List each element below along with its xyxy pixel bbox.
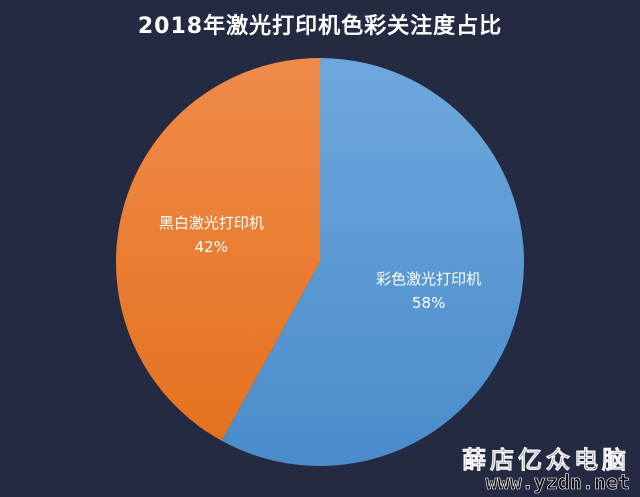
watermark-url: www.yzdn.net bbox=[485, 470, 630, 494]
slice-label-1: 彩色激光打印机 bbox=[376, 270, 481, 288]
slice-value-label-1: 58% bbox=[412, 294, 445, 312]
chart-title: 2018年激光打印机色彩关注度占比 bbox=[137, 14, 503, 39]
slice-label-2: 黑白激光打印机 bbox=[159, 214, 264, 232]
pie-slice-1 bbox=[221, 58, 525, 466]
slice-value-label-2: 42% bbox=[195, 238, 228, 256]
pie-slice-2 bbox=[115, 58, 320, 441]
watermark-brand: 薛店亿众电脑 bbox=[462, 444, 630, 474]
watermark: 薛店亿众电脑 www.yzdn.net bbox=[462, 444, 631, 494]
